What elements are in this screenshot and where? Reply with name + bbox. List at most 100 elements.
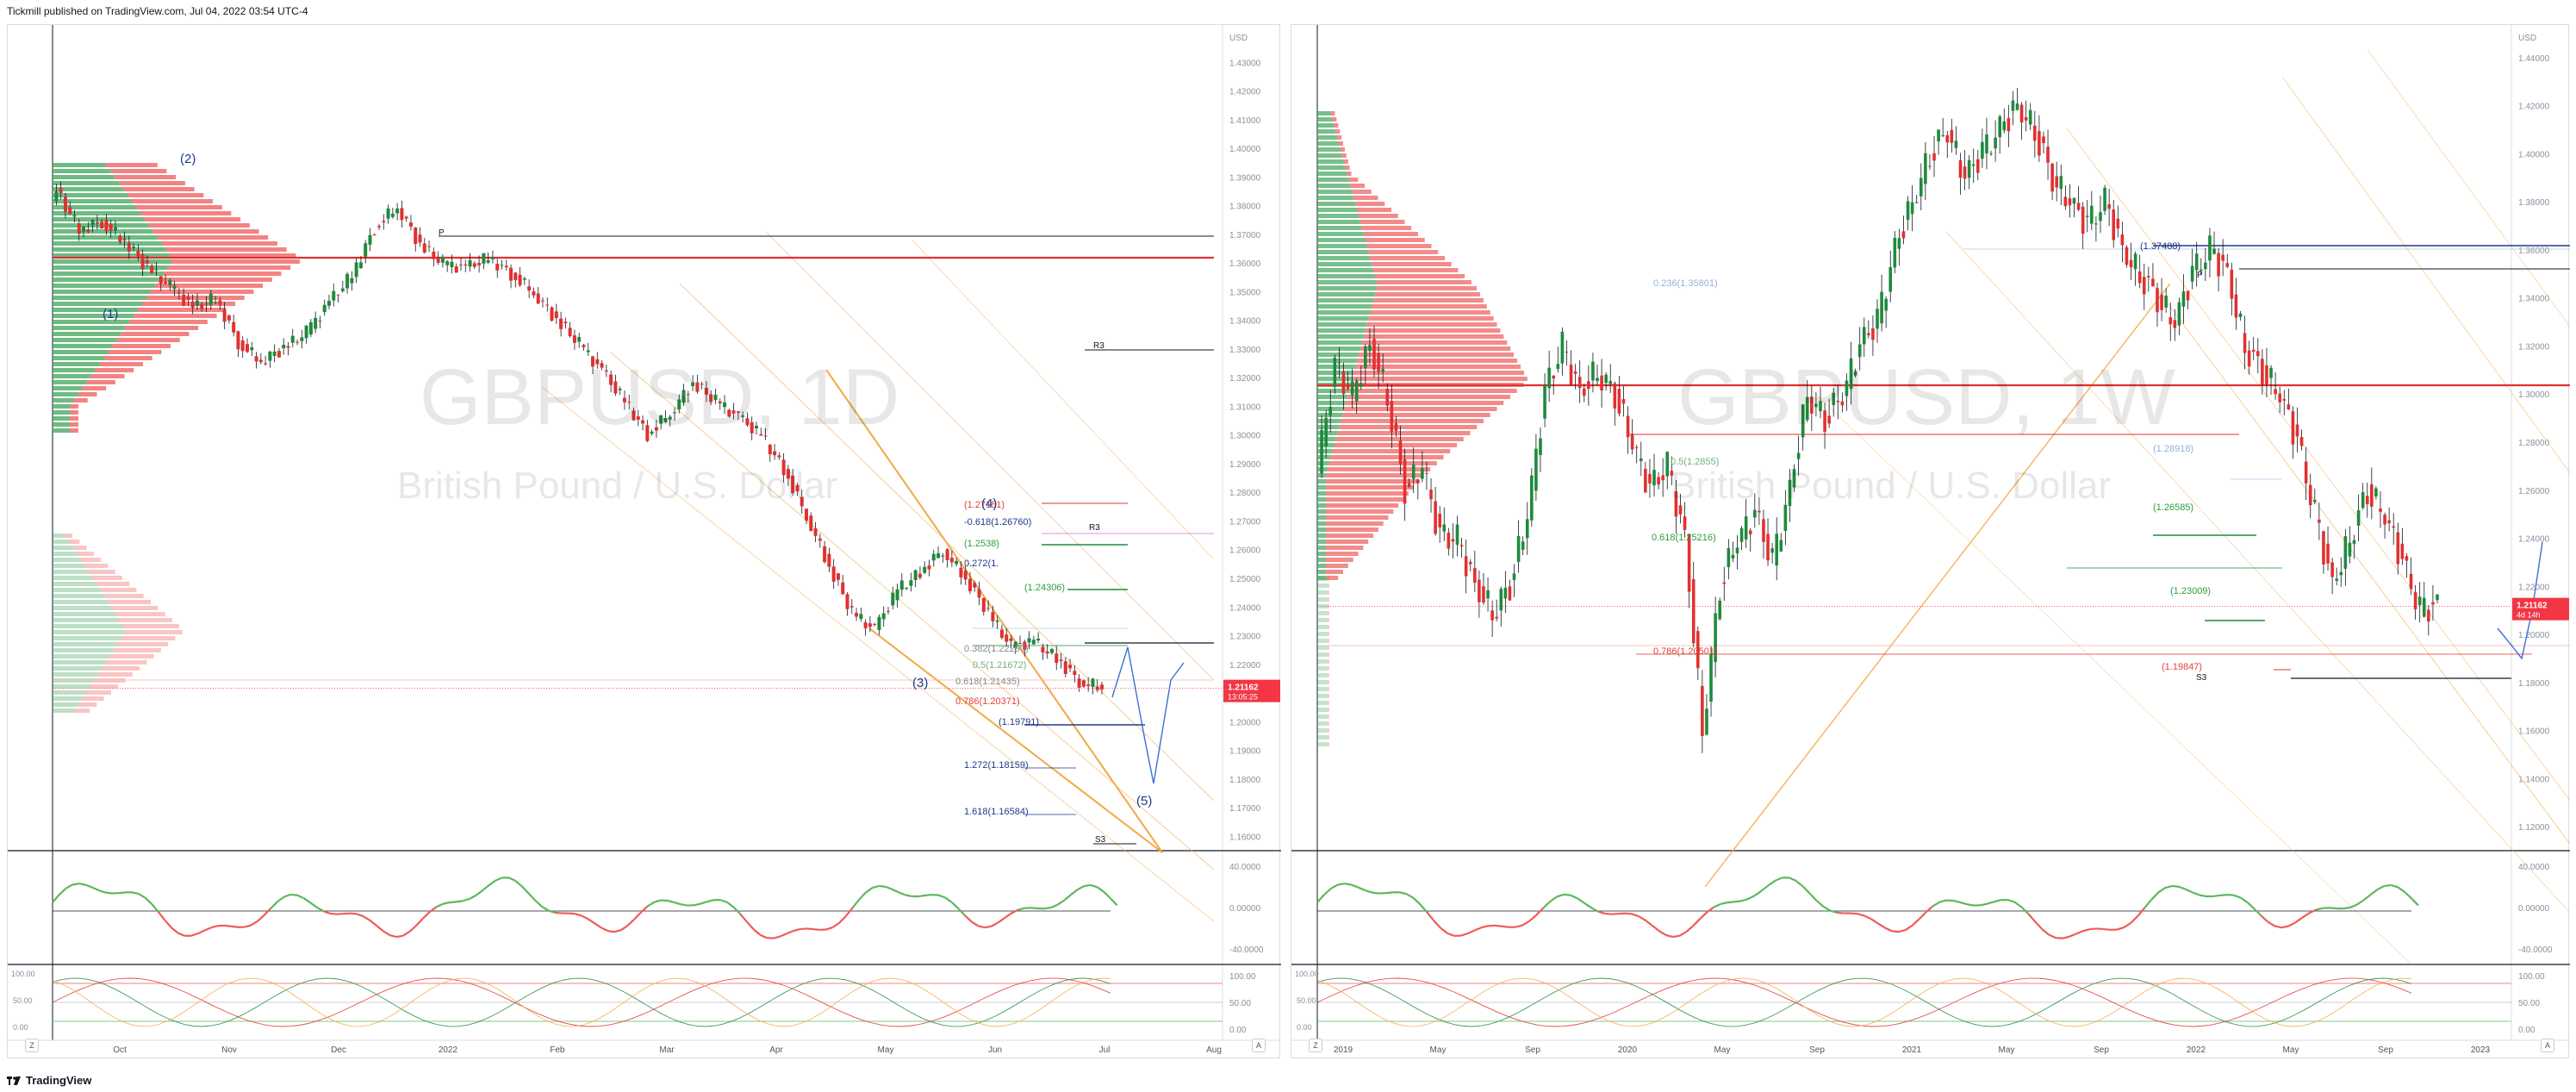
volume-profile-green [1317,742,1328,746]
candle-body [422,243,426,253]
volume-profile-green [1317,304,1372,309]
zoom-button[interactable]: Z [25,1039,39,1052]
candle-body [490,257,495,259]
candle-body [1569,365,1573,385]
osc1-segment [1344,883,1352,886]
osc1-segment [2280,925,2289,929]
candle-body [677,399,681,410]
channel-line [679,283,1215,802]
volume-profile-green [53,666,102,671]
volume-profile-red [1360,220,1405,224]
candle-body [1442,524,1447,532]
daily-chart-svg[interactable]: USD 1.43000 1.42000 1.41000 1.40000 1.39000 1.… [8,25,1281,1059]
candle-body [2243,333,2247,353]
candle-body [1963,166,1967,179]
volume-profile-red [1372,304,1487,309]
volume-profile-red [1326,540,1369,544]
candle-body [2322,531,2325,565]
zoom-button[interactable]: Z [1309,1039,1322,1052]
osc1-segment [2124,921,2132,928]
candle-body [1801,404,1805,438]
volume-profile-green [1317,652,1328,657]
fib-label: (1.2538) [964,539,999,549]
candle-body [977,589,981,598]
chart-panel-weekly[interactable]: USD 1.44000 1.42000 1.40000 1.38000 1.36000 1.… [1291,24,2570,1059]
candle-body [1639,458,1643,462]
candle-body [1950,129,1954,143]
candle-body [59,188,63,194]
volume-profile-red [116,642,169,646]
volume-profile-green [53,612,115,616]
candle-body [1888,266,1893,292]
candle-body [1521,541,1525,550]
volume-profile-red [1335,129,1341,134]
fib-label: (1.23009) [2170,586,2211,596]
chart-panel-daily[interactable]: USD 1.43000 1.42000 1.41000 1.40000 1.39000 1.… [7,24,1281,1059]
candle-body [1009,638,1013,641]
candle-body [1081,680,1086,687]
osc1-segment [1004,912,1012,919]
candle-body [1758,510,1761,513]
volume-profile-red [1348,389,1517,393]
volume-profile-red [70,416,78,421]
volume-profile-red [1343,159,1348,164]
volume-profile-green [1317,208,1357,212]
time-tick-label: Sep [2094,1045,2109,1055]
weekly-chart-svg[interactable]: USD 1.44000 1.42000 1.40000 1.38000 1.36000 1.… [1291,25,2570,1059]
volume-profile-green [53,546,73,550]
osc1-segment [1645,920,1653,927]
candle-body [809,515,813,532]
volume-profile-red [1352,190,1372,194]
candle-body [1954,140,1958,148]
auto-scale-button[interactable]: A [1252,1039,1266,1052]
candle-body [240,340,245,352]
volume-profile-red [122,624,180,628]
osc1-segment [614,929,622,933]
volume-profile-red [1328,652,1329,657]
osc1-segment [1549,895,1558,903]
osc1-segment [1672,934,1680,939]
osc1-segment [323,910,331,914]
volume-profile-green [1317,577,1328,581]
candle-body [1705,708,1708,735]
volume-profile-green [53,404,70,409]
volume-profile-green [1317,694,1328,698]
osc1-segment [1372,891,1379,895]
candle-body [390,213,395,217]
auto-scale-button[interactable]: A [2541,1039,2554,1052]
channel-line [1704,283,2171,888]
volume-profile-red [103,356,152,360]
volume-profile-red [1358,214,1398,218]
volume-profile-green [1317,111,1331,115]
volume-profile-green [1317,359,1358,363]
osc1-segment [1521,920,1530,927]
osc1-segment [851,898,861,908]
candle-body [1876,309,1879,329]
osc1-segment [527,892,537,902]
volume-profile-red [90,374,125,378]
osc1-segment [1385,891,1393,895]
osc1-segment [263,908,272,916]
osc1-segment [91,886,100,892]
candle-body [781,459,786,476]
channel-line [2281,76,2570,474]
fib-label: 0.236(1.35801) [1653,278,1718,289]
candle-body [377,226,382,228]
osc1-segment [640,905,649,914]
candle-body [2137,271,2142,284]
osc1-segment [2376,885,2385,891]
volume-profile-green [53,558,81,562]
osc1-segment [138,893,146,899]
wave-label: (5) [1136,794,1152,808]
osc1-segment [700,901,708,905]
candle-body [1924,153,1927,184]
volume-profile-red [1370,310,1490,315]
candle-body [2212,248,2216,254]
osc1-segment [1528,914,1537,922]
candle-body [1499,589,1503,611]
osc1-segment [1399,891,1407,895]
candle-body [2234,294,2238,318]
candle-body [2015,103,2019,110]
candle-body [831,566,836,582]
osc1-segment [1011,908,1019,914]
